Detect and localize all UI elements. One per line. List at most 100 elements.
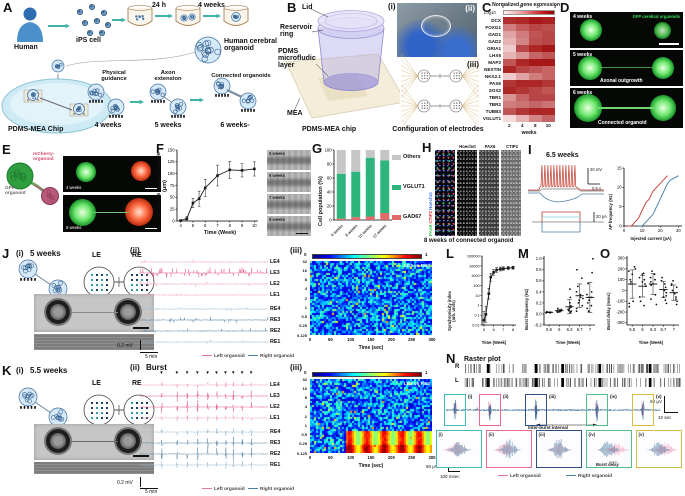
arrow-4w-label: 4 weeks	[198, 2, 225, 9]
svg-text:100: 100	[473, 284, 479, 288]
svg-text:0.1: 0.1	[474, 314, 479, 318]
j-scale-v: 0.2 mV	[117, 343, 133, 349]
j-legend-left: Left organoid	[202, 354, 245, 359]
m-xlabel: Time (Week)	[555, 340, 581, 345]
svg-text:5: 5	[483, 328, 485, 332]
svg-text:40: 40	[327, 189, 332, 194]
m-ylabel: Burst frequency (Hz)	[524, 288, 529, 330]
electrode-config: (iii)	[400, 53, 480, 129]
svg-text:-200: -200	[616, 309, 625, 314]
ips-cell-label: iPS cell	[76, 37, 101, 44]
svg-text:100: 100	[168, 171, 176, 176]
svg-text:10 weeks: 10 weeks	[357, 223, 373, 239]
svg-text:6: 6	[558, 327, 561, 332]
svg-text:0: 0	[172, 218, 175, 223]
d-img1-caption: GFP cerebral organoids	[632, 14, 680, 19]
svg-text:6: 6	[204, 223, 207, 228]
h-col3-header: CTIP2	[506, 144, 518, 149]
svg-text:80: 80	[327, 161, 332, 166]
svg-text:25: 25	[170, 207, 175, 212]
axon-thickness-chart: 4 5 6 7 8 9 10 0 25 50 75 100 125 150	[162, 146, 264, 234]
svg-text:1.0: 1.0	[536, 256, 542, 261]
f-xlabel: Time (Week)	[203, 230, 237, 236]
svg-text:6.7: 6.7	[577, 327, 583, 332]
svg-text:0: 0	[329, 217, 332, 222]
burst-inset: (v)	[636, 430, 682, 468]
axonal-outgrowth-image: 5 weeks Axonal outgrowth	[570, 50, 683, 86]
svg-text:5: 5	[619, 204, 622, 209]
svg-text:-100: -100	[616, 299, 625, 304]
k-microscopy-image	[34, 424, 154, 460]
svg-text:7: 7	[502, 328, 504, 332]
j-legend-right: Right organoid	[248, 354, 294, 359]
step2-title: Axon extension	[154, 70, 182, 82]
burst-delay-chart: 5.5 6 6.3 6.7 7 300 200 100 0 -100 -200 -300	[612, 252, 682, 338]
svg-text:-0.2: -0.2	[534, 322, 542, 327]
axon-image-8w: 8 weeks	[267, 216, 311, 236]
g-legend: Others VGLUT1 GAD67	[392, 154, 432, 246]
burst-inset: (iv) Burst delay	[586, 430, 633, 468]
e-image-6w: 6 weeks	[63, 195, 161, 232]
burst-box	[479, 394, 501, 426]
arrow-24h-label: 24 h	[152, 2, 167, 9]
svg-text:20: 20	[327, 203, 332, 208]
h-side-pax6: PAX6	[428, 224, 433, 236]
panel-o-label: O	[600, 246, 611, 261]
d-img3-time: 6 weeks	[573, 90, 593, 96]
panel-l-label: L	[446, 246, 454, 261]
chip-photo: (ii)	[397, 3, 477, 57]
e-img1-time: 4 weeks	[66, 185, 82, 190]
j-time: 5 weeks	[30, 249, 61, 258]
j-axon-zoom-image	[34, 334, 154, 350]
svg-text:6.7: 6.7	[660, 327, 666, 332]
k-re-label: RE	[132, 380, 142, 387]
svg-text:1000: 1000	[471, 274, 479, 278]
reservoir-ring-label: Reservoir ring	[280, 24, 313, 38]
axon-image-5w: 5 weeks	[267, 150, 311, 170]
k-legend-left: Left organoid	[202, 487, 245, 492]
j-organoid-schematic	[18, 259, 155, 301]
panel-d-label: D	[560, 0, 570, 15]
i-scale-s: 0.5 s	[592, 186, 602, 191]
l-xlabel: Time (Week)	[481, 340, 507, 345]
two-organoid-schematic	[6, 162, 59, 205]
step3-time: 6 weeks-	[220, 122, 250, 129]
svg-text:7: 7	[216, 223, 219, 228]
j-spectro-yticks: 32 16 8 4 2 1 0.5 0.25 0.125	[296, 258, 307, 338]
j-re-label: RE	[132, 252, 142, 259]
svg-text:5: 5	[192, 223, 195, 228]
o-ylabel: Burst delay (msec)	[606, 292, 611, 330]
k-sub-iii: (iii)	[290, 363, 302, 372]
h-caption: 8 weeks of connected organoid	[424, 238, 514, 244]
k-spectro-xlabel: Time (sec)	[358, 463, 384, 469]
workflow-schematic	[1, 3, 257, 134]
sub-ii-label: (ii)	[465, 4, 475, 13]
connected-organoid-image: 6 weeks Connected organoid	[570, 88, 683, 128]
svg-text:6: 6	[493, 328, 495, 332]
chip-label: PDMS-MEA Chip	[8, 126, 64, 133]
panel-b-label: B	[287, 0, 297, 15]
svg-text:15: 15	[617, 165, 622, 170]
axon-image-6w: 6 weeks	[267, 172, 311, 192]
svg-text:0.0: 0.0	[536, 311, 542, 316]
j-spectro-xticks: 0 50 100 150 200 250 300	[308, 337, 436, 342]
svg-text:100000: 100000	[467, 254, 480, 258]
svg-text:10: 10	[640, 228, 645, 233]
j-cbar-min: 0	[304, 252, 307, 257]
n-scale-uv: 50 μV	[650, 399, 662, 404]
h-hoechst-column	[457, 150, 477, 236]
n-row-r-label: R	[455, 364, 460, 370]
d-img3-caption: Connected organoid	[598, 120, 647, 126]
n-inset-scale-ms: 100 msec	[440, 474, 460, 479]
i-time-label: 6.5 weeks	[546, 152, 579, 159]
panel-k-label: K	[2, 363, 12, 378]
e-img2-time: 6 weeks	[66, 225, 82, 230]
mcherry-label: mCherry-organoid	[33, 152, 55, 162]
k-spectro-xticks: 0 50 100 150 200 250 300	[308, 455, 436, 460]
svg-text:4: 4	[180, 223, 183, 228]
k-scale-t: 5 min	[145, 489, 158, 495]
interburst-label: Inter-burst interval	[528, 425, 568, 430]
k-scale-v: 0.2 mV	[117, 480, 133, 486]
svg-text:0.01: 0.01	[472, 323, 479, 327]
